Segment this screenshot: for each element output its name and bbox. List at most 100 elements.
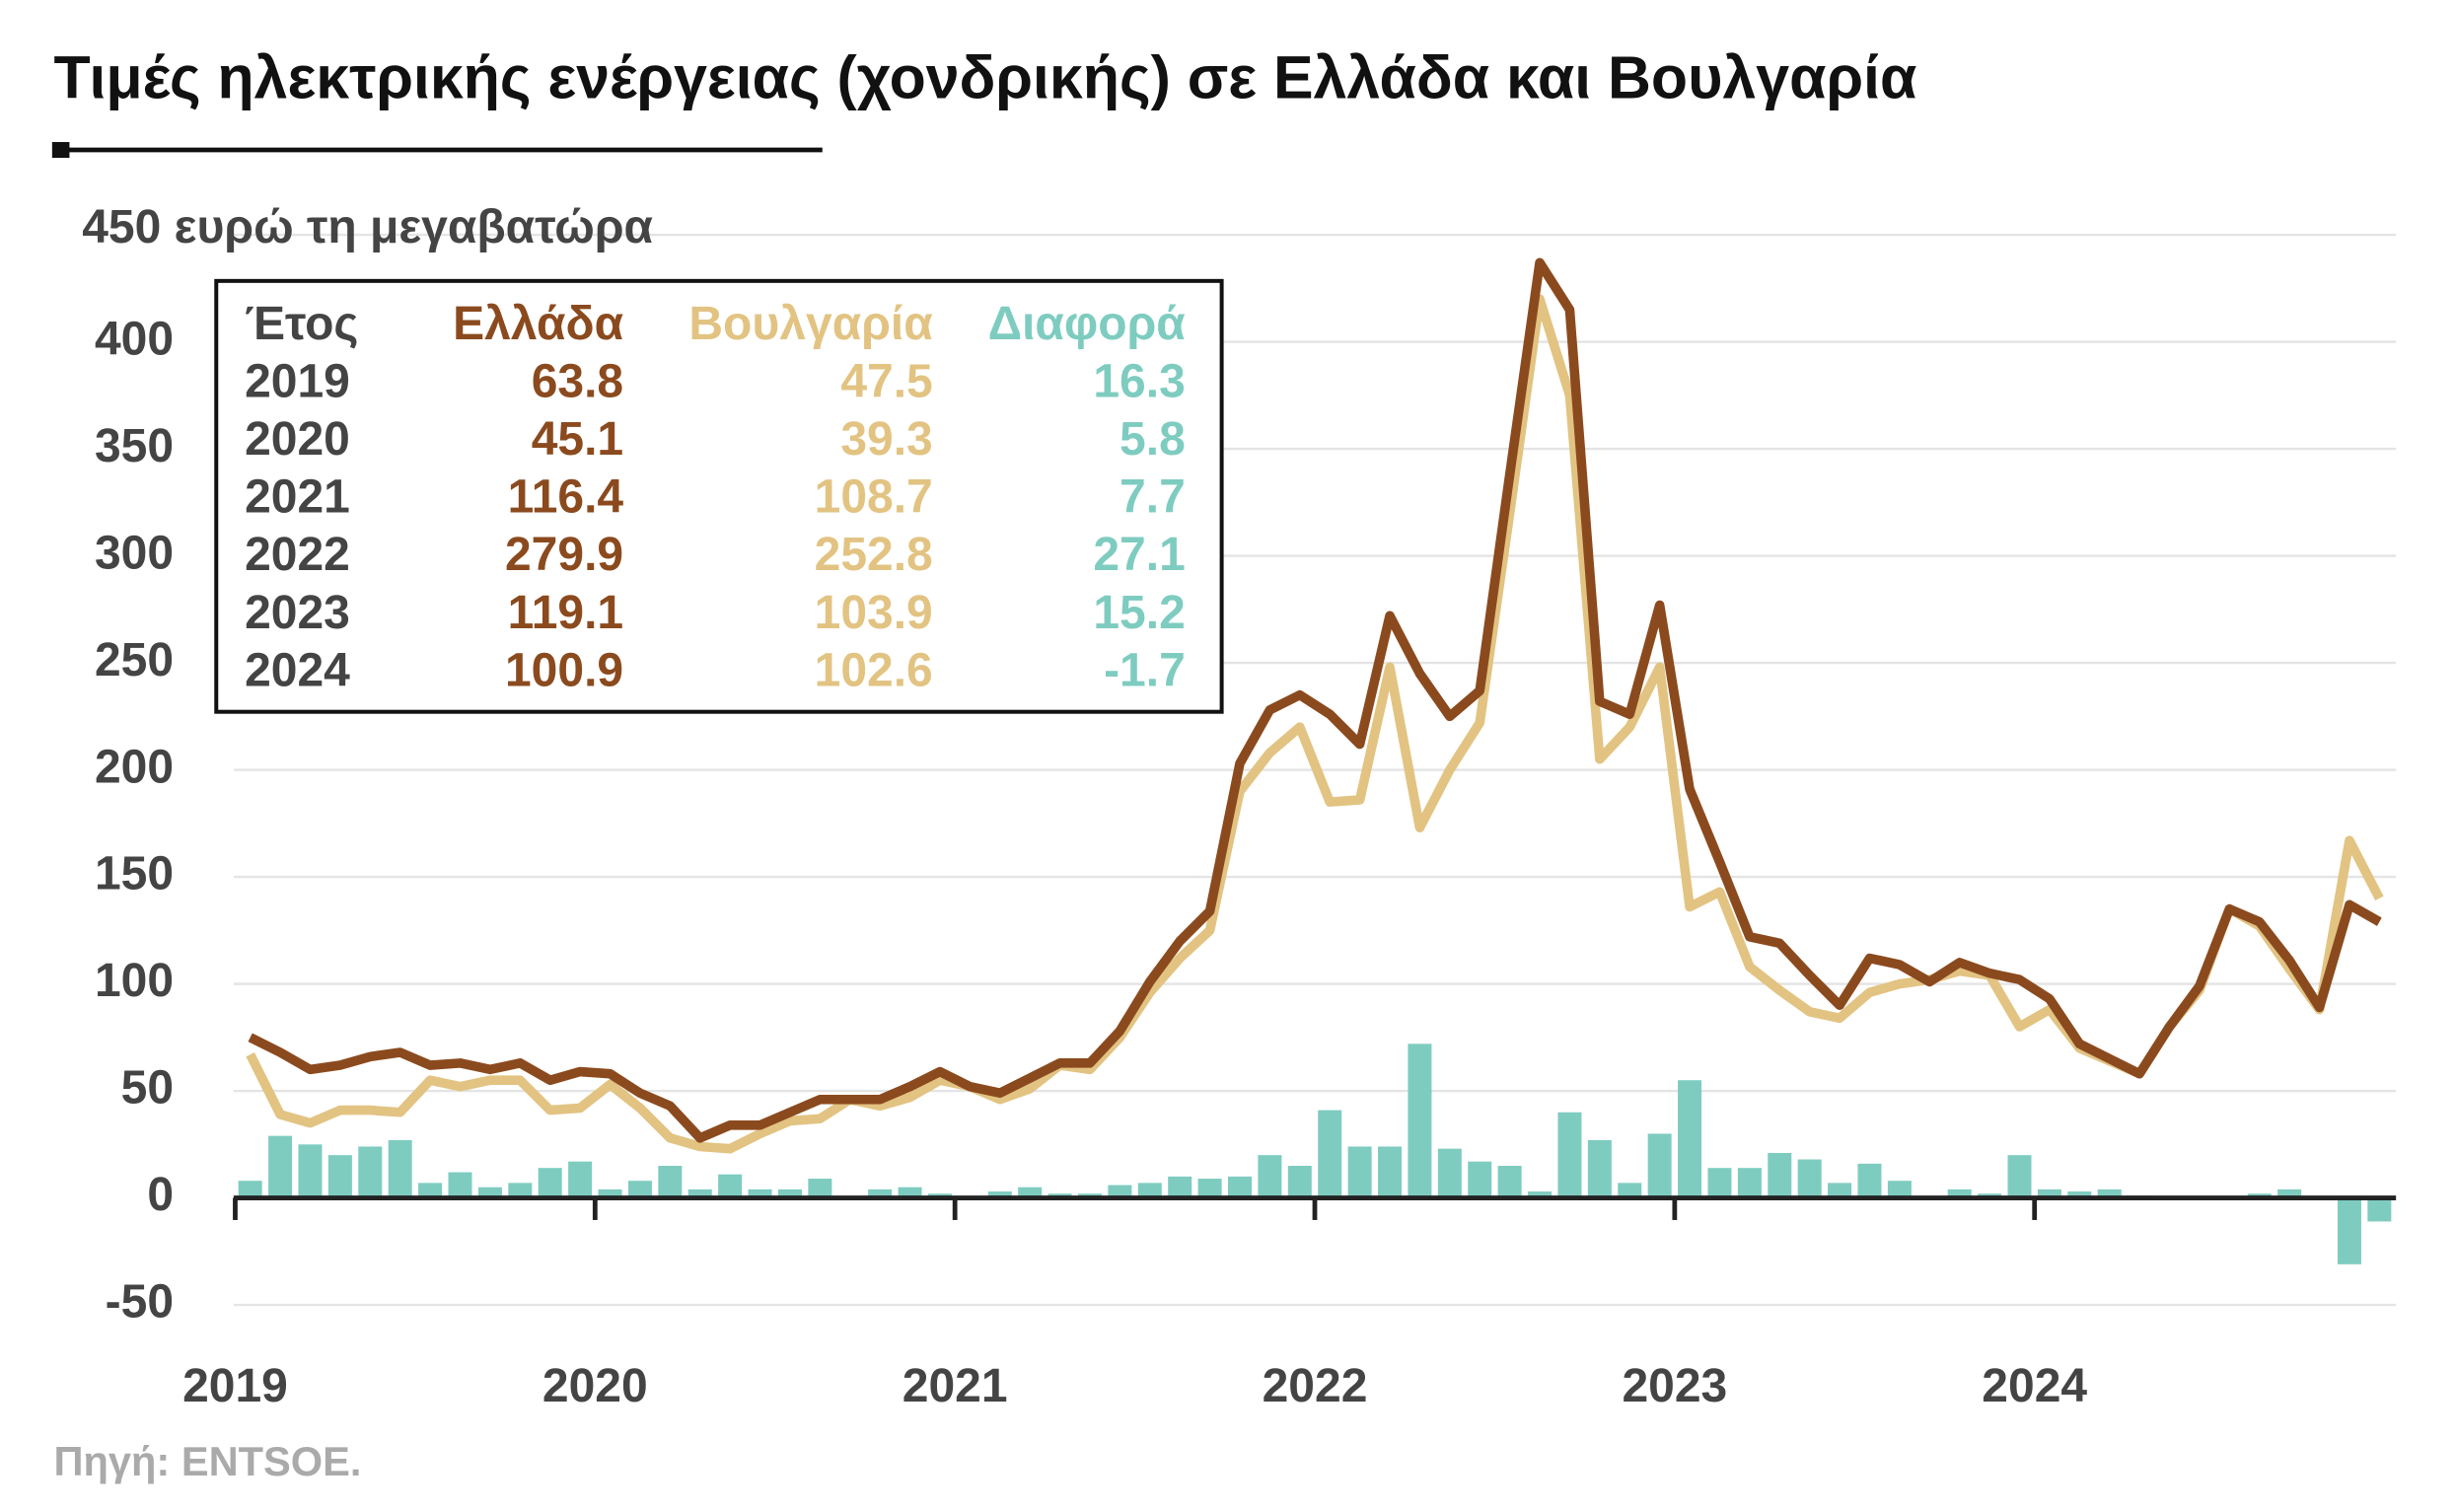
bar [1857, 1163, 1882, 1198]
y-tick-label: 50 [121, 1062, 174, 1115]
bar [1768, 1152, 1792, 1198]
table-cell: 47.5 [840, 355, 932, 407]
table-cell: 102.6 [815, 644, 933, 696]
table-cell: 116.4 [508, 471, 624, 524]
bar [1497, 1166, 1522, 1198]
table-header: Έτος [245, 298, 358, 350]
bar [448, 1172, 472, 1198]
bar [868, 1188, 893, 1198]
table-header: Ελλάδα [453, 298, 623, 350]
table-cell: 2023 [245, 587, 350, 639]
bar [2067, 1191, 2092, 1198]
table-cell: 103.9 [815, 587, 933, 639]
bar [1707, 1168, 1732, 1198]
bar [1137, 1183, 1162, 1198]
table-cell: 16.3 [1093, 355, 1185, 407]
bar [1408, 1044, 1432, 1198]
table-cell: 100.9 [505, 644, 623, 696]
table-cell: 45.1 [532, 413, 623, 466]
table-cell: 27.1 [1093, 529, 1185, 581]
table-cell: 5.8 [1120, 413, 1186, 466]
bar [238, 1181, 262, 1198]
table-cell: 15.2 [1093, 587, 1185, 639]
y-tick-label: 300 [95, 527, 174, 579]
table-cell: 279.9 [505, 529, 623, 581]
y-tick-label: 200 [95, 741, 174, 793]
table-cell: 2024 [245, 644, 350, 696]
table-box [214, 278, 1224, 714]
bar [1468, 1161, 1492, 1198]
bar [1318, 1110, 1342, 1198]
title-rule-mark [51, 142, 70, 159]
bar [1108, 1185, 1132, 1198]
table-cell: 2021 [245, 471, 350, 524]
y-tick-label: 350 [95, 420, 174, 472]
table-cell: 252.8 [815, 529, 933, 581]
bar [1647, 1133, 1672, 1198]
x-tick-label: 2024 [1982, 1360, 2087, 1412]
bar [1287, 1166, 1312, 1198]
bar [2337, 1197, 2361, 1264]
bar [538, 1168, 562, 1198]
bar [1437, 1148, 1462, 1198]
bar [2007, 1155, 2032, 1198]
bar [268, 1135, 293, 1198]
bar [748, 1188, 772, 1198]
y-tick-label: 0 [147, 1169, 174, 1221]
x-tick-label: 2021 [903, 1360, 1008, 1412]
bar [718, 1174, 743, 1198]
bar [1678, 1080, 1702, 1198]
bar [808, 1179, 832, 1198]
bar [508, 1183, 533, 1198]
line [248, 257, 2382, 1143]
x-tick-label: 2022 [1263, 1360, 1368, 1412]
bar [627, 1181, 652, 1198]
bar [777, 1188, 802, 1198]
line [246, 294, 2384, 1154]
y-tick-label: 100 [95, 955, 174, 1007]
y-tick-label: -50 [106, 1276, 174, 1329]
bar [898, 1187, 922, 1198]
bar [298, 1144, 323, 1198]
bar [1797, 1159, 1822, 1198]
bar [1378, 1146, 1403, 1198]
table-cell: 7.7 [1120, 471, 1186, 524]
table-cell: 2020 [245, 413, 350, 466]
table-header: Διαφορά [988, 298, 1187, 350]
bar [1347, 1146, 1372, 1198]
x-tick-label: 2023 [1622, 1360, 1727, 1412]
y-tick-label: 150 [95, 848, 174, 900]
table-cell: 63.8 [532, 355, 623, 407]
bar [1168, 1176, 1192, 1198]
bar [1587, 1139, 1612, 1198]
bar [388, 1139, 412, 1198]
bar [1737, 1168, 1762, 1198]
table-cell: 2022 [245, 529, 350, 581]
y-tick-label: 250 [95, 634, 174, 686]
source: Πηγή: ENTSOE. [53, 1438, 361, 1484]
bar [987, 1191, 1012, 1198]
bar [658, 1166, 683, 1198]
bar [1528, 1191, 1553, 1198]
x-tick-label: 2019 [182, 1360, 288, 1412]
bar [1557, 1112, 1582, 1198]
bar [1618, 1183, 1642, 1198]
bar [2277, 1188, 2302, 1198]
bar [358, 1146, 383, 1198]
bar [477, 1187, 502, 1198]
bar [1228, 1176, 1253, 1198]
bar [1258, 1155, 1282, 1198]
bar [1887, 1181, 1912, 1198]
table-cell: 108.7 [815, 471, 933, 524]
table-cell: 2019 [245, 355, 350, 407]
bar [598, 1188, 622, 1198]
bar [1197, 1179, 1222, 1198]
bar [1018, 1187, 1043, 1198]
bar [687, 1188, 712, 1198]
table-cell: 39.3 [840, 413, 932, 466]
table-cell: -1.7 [1104, 644, 1186, 696]
table-cell: 119.1 [508, 587, 623, 639]
x-tick-label: 2020 [542, 1360, 648, 1412]
chart-title: Τιμές ηλεκτρικής ενέργειας (χονδρικής) σ… [53, 43, 1916, 110]
